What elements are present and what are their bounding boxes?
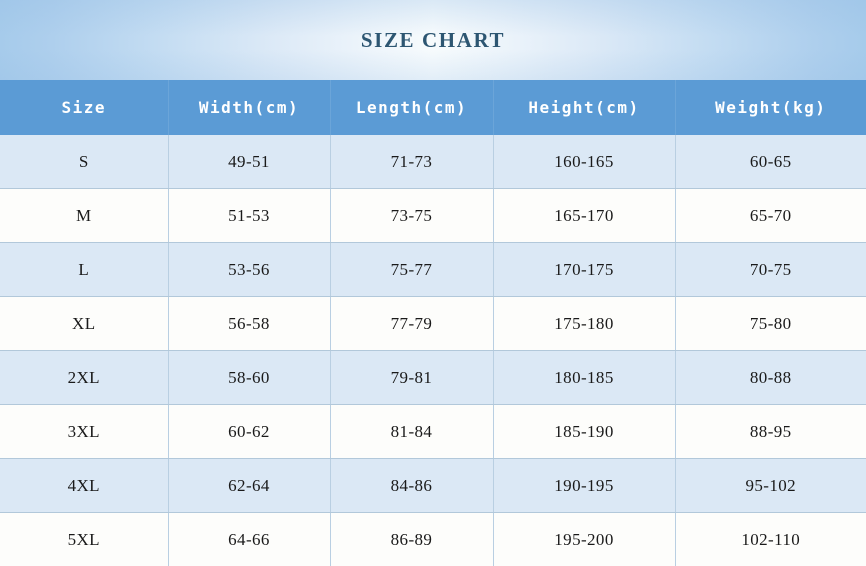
cell-weight: 65-70 <box>675 189 866 243</box>
cell-size: 3XL <box>0 405 168 459</box>
cell-height: 175-180 <box>493 297 675 351</box>
column-header-height: Height(cm) <box>493 80 675 135</box>
cell-height: 180-185 <box>493 351 675 405</box>
column-header-size: Size <box>0 80 168 135</box>
table-row: 5XL 64-66 86-89 195-200 102-110 <box>0 513 866 566</box>
cell-width: 62-64 <box>168 459 330 513</box>
cell-size: 5XL <box>0 513 168 566</box>
cell-weight: 60-65 <box>675 135 866 189</box>
cell-height: 195-200 <box>493 513 675 566</box>
cell-size: L <box>0 243 168 297</box>
cell-length: 77-79 <box>330 297 493 351</box>
cell-length: 86-89 <box>330 513 493 566</box>
table-row: M 51-53 73-75 165-170 65-70 <box>0 189 866 243</box>
cell-width: 58-60 <box>168 351 330 405</box>
cell-weight: 75-80 <box>675 297 866 351</box>
cell-length: 81-84 <box>330 405 493 459</box>
cell-width: 64-66 <box>168 513 330 566</box>
cell-size: 2XL <box>0 351 168 405</box>
cell-size: 4XL <box>0 459 168 513</box>
cell-width: 53-56 <box>168 243 330 297</box>
cell-width: 60-62 <box>168 405 330 459</box>
table-row: 3XL 60-62 81-84 185-190 88-95 <box>0 405 866 459</box>
table-body: S 49-51 71-73 160-165 60-65 M 51-53 73-7… <box>0 135 866 566</box>
cell-length: 71-73 <box>330 135 493 189</box>
size-chart-table: Size Width(cm) Length(cm) Height(cm) Wei… <box>0 80 866 566</box>
table-row: 4XL 62-64 84-86 190-195 95-102 <box>0 459 866 513</box>
cell-height: 170-175 <box>493 243 675 297</box>
cell-weight: 70-75 <box>675 243 866 297</box>
cell-height: 190-195 <box>493 459 675 513</box>
cell-size: XL <box>0 297 168 351</box>
cell-height: 165-170 <box>493 189 675 243</box>
cell-size: M <box>0 189 168 243</box>
banner: SIZE CHART <box>0 0 866 80</box>
table-header: Size Width(cm) Length(cm) Height(cm) Wei… <box>0 80 866 135</box>
cell-length: 79-81 <box>330 351 493 405</box>
table-row: 2XL 58-60 79-81 180-185 80-88 <box>0 351 866 405</box>
table-header-row: Size Width(cm) Length(cm) Height(cm) Wei… <box>0 80 866 135</box>
cell-width: 56-58 <box>168 297 330 351</box>
cell-weight: 88-95 <box>675 405 866 459</box>
cell-width: 51-53 <box>168 189 330 243</box>
cell-weight: 102-110 <box>675 513 866 566</box>
cell-length: 84-86 <box>330 459 493 513</box>
cell-width: 49-51 <box>168 135 330 189</box>
cell-weight: 80-88 <box>675 351 866 405</box>
cell-weight: 95-102 <box>675 459 866 513</box>
table-row: L 53-56 75-77 170-175 70-75 <box>0 243 866 297</box>
cell-height: 160-165 <box>493 135 675 189</box>
cell-length: 75-77 <box>330 243 493 297</box>
table-row: XL 56-58 77-79 175-180 75-80 <box>0 297 866 351</box>
cell-length: 73-75 <box>330 189 493 243</box>
column-header-width: Width(cm) <box>168 80 330 135</box>
page-title: SIZE CHART <box>361 28 505 53</box>
table-row: S 49-51 71-73 160-165 60-65 <box>0 135 866 189</box>
cell-height: 185-190 <box>493 405 675 459</box>
cell-size: S <box>0 135 168 189</box>
column-header-weight: Weight(kg) <box>675 80 866 135</box>
column-header-length: Length(cm) <box>330 80 493 135</box>
